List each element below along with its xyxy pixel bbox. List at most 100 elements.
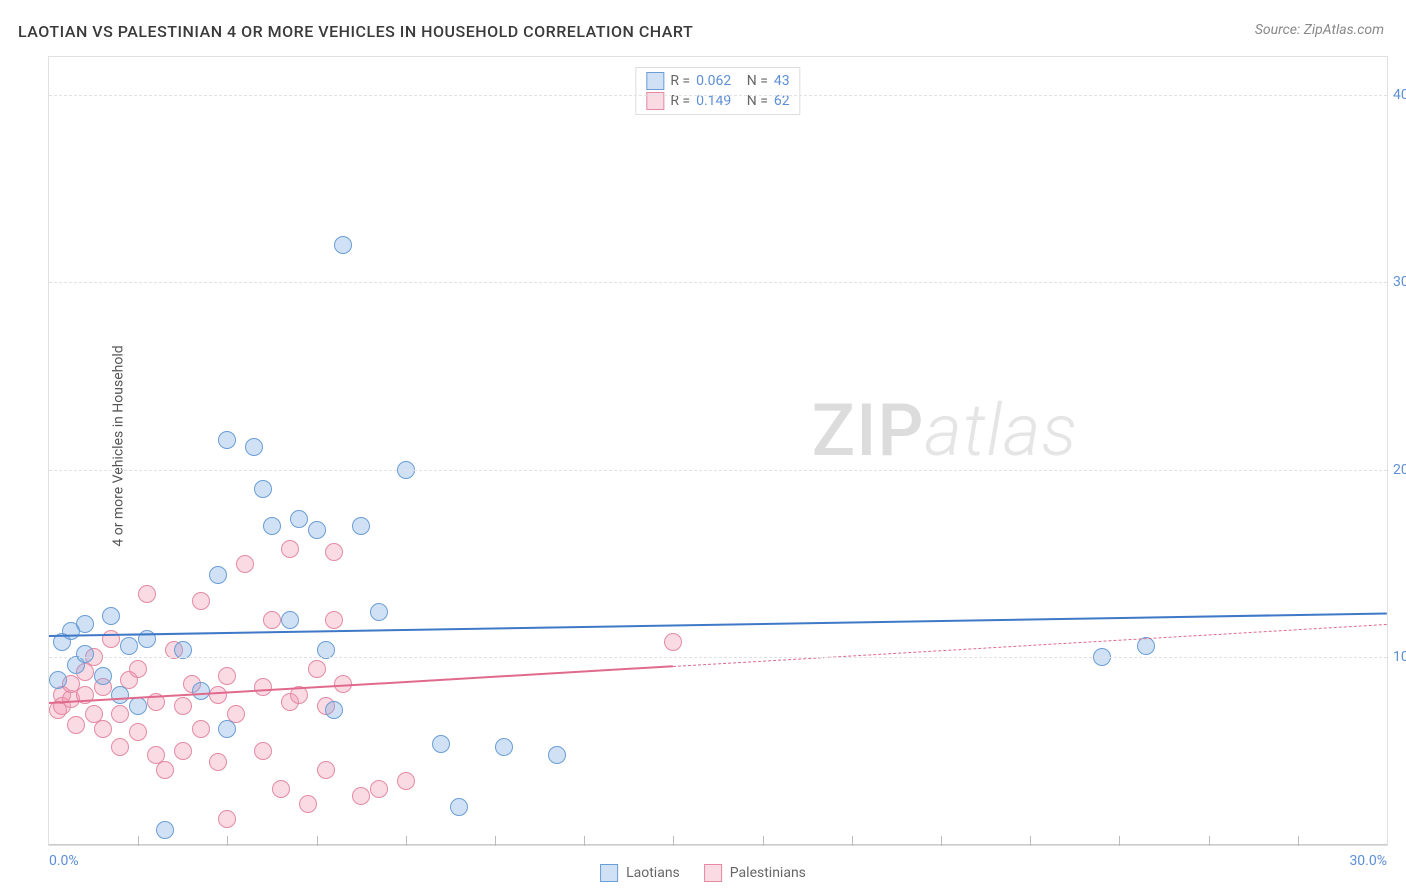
data-point <box>290 510 308 528</box>
trend-line <box>673 624 1387 667</box>
data-point <box>111 738 129 756</box>
data-point <box>263 517 281 535</box>
data-point <box>129 723 147 741</box>
legend-swatch <box>704 864 722 882</box>
data-point <box>102 630 120 648</box>
x-tick-mark <box>495 836 496 846</box>
x-tick-mark <box>673 836 674 846</box>
gridline <box>49 470 1387 471</box>
data-point <box>209 753 227 771</box>
data-point <box>254 678 272 696</box>
data-point <box>299 795 317 813</box>
data-point <box>111 705 129 723</box>
gridline <box>49 282 1387 283</box>
data-point <box>397 772 415 790</box>
data-point <box>308 660 326 678</box>
x-tick-mark <box>1298 836 1299 846</box>
data-point <box>94 667 112 685</box>
data-point <box>174 697 192 715</box>
x-tick-mark <box>763 836 764 846</box>
data-point <box>317 641 335 659</box>
data-point <box>308 521 326 539</box>
data-point <box>325 543 343 561</box>
data-point <box>495 738 513 756</box>
data-point <box>263 611 281 629</box>
x-tick-mark <box>852 836 853 846</box>
legend-row: R = 0.062 N = 43 <box>646 72 789 90</box>
data-point <box>370 780 388 798</box>
data-point <box>325 611 343 629</box>
data-point <box>281 611 299 629</box>
data-point <box>281 540 299 558</box>
gridline <box>49 95 1387 96</box>
x-tick-label: 30.0% <box>1349 853 1387 869</box>
data-point <box>111 686 129 704</box>
x-tick-mark <box>138 836 139 846</box>
chart-title: LAOTIAN VS PALESTINIAN 4 OR MORE VEHICLE… <box>18 22 693 41</box>
data-point <box>1137 637 1155 655</box>
correlation-legend: R = 0.062 N = 43R = 0.149 N = 62 <box>635 67 800 115</box>
legend-swatch <box>646 72 664 90</box>
source-attribution: Source: ZipAtlas.com <box>1255 22 1384 38</box>
data-point <box>94 720 112 738</box>
x-tick-mark <box>1119 836 1120 846</box>
x-tick-mark <box>317 836 318 846</box>
data-point <box>209 686 227 704</box>
data-point <box>218 431 236 449</box>
data-point <box>192 720 210 738</box>
x-tick-mark <box>406 836 407 846</box>
data-point <box>352 787 370 805</box>
data-point <box>325 701 343 719</box>
data-point <box>245 438 263 456</box>
data-point <box>218 810 236 828</box>
data-point <box>174 641 192 659</box>
y-tick-label: 10.0% <box>1393 649 1406 665</box>
data-point <box>156 761 174 779</box>
data-point <box>76 645 94 663</box>
data-point <box>102 607 120 625</box>
data-point <box>272 780 290 798</box>
data-point <box>254 742 272 760</box>
data-point <box>450 798 468 816</box>
data-point <box>209 566 227 584</box>
data-point <box>236 555 254 573</box>
y-tick-label: 20.0% <box>1393 462 1406 478</box>
data-point <box>317 761 335 779</box>
x-tick-mark <box>941 836 942 846</box>
y-tick-label: 40.0% <box>1393 87 1406 103</box>
gridline <box>49 657 1387 658</box>
x-tick-mark <box>1209 836 1210 846</box>
data-point <box>218 667 236 685</box>
legend-item: Laotians <box>600 864 680 882</box>
data-point <box>370 603 388 621</box>
x-tick-mark <box>227 836 228 846</box>
data-point <box>138 585 156 603</box>
data-point <box>334 236 352 254</box>
data-point <box>254 480 272 498</box>
data-point <box>67 716 85 734</box>
data-point <box>664 633 682 651</box>
legend-item: Palestinians <box>704 864 806 882</box>
data-point <box>129 660 147 678</box>
data-point <box>76 615 94 633</box>
legend-label: Laotians <box>626 865 680 881</box>
x-tick-mark <box>584 836 585 846</box>
data-point <box>218 720 236 738</box>
data-point <box>120 637 138 655</box>
data-point <box>192 682 210 700</box>
trend-line <box>49 612 1387 637</box>
plot-area: ZIPatlas R = 0.062 N = 43R = 0.149 N = 6… <box>48 56 1388 846</box>
legend-swatch <box>600 864 618 882</box>
data-point <box>156 821 174 839</box>
data-point <box>548 746 566 764</box>
chart-container: LAOTIAN VS PALESTINIAN 4 OR MORE VEHICLE… <box>0 0 1406 892</box>
data-point <box>129 697 147 715</box>
series-legend: Laotians Palestinians <box>600 864 806 882</box>
x-tick-label: 0.0% <box>49 853 79 869</box>
legend-label: Palestinians <box>730 865 806 881</box>
data-point <box>49 671 67 689</box>
data-point <box>174 742 192 760</box>
data-point <box>432 735 450 753</box>
data-point <box>352 517 370 535</box>
y-tick-label: 30.0% <box>1393 274 1406 290</box>
